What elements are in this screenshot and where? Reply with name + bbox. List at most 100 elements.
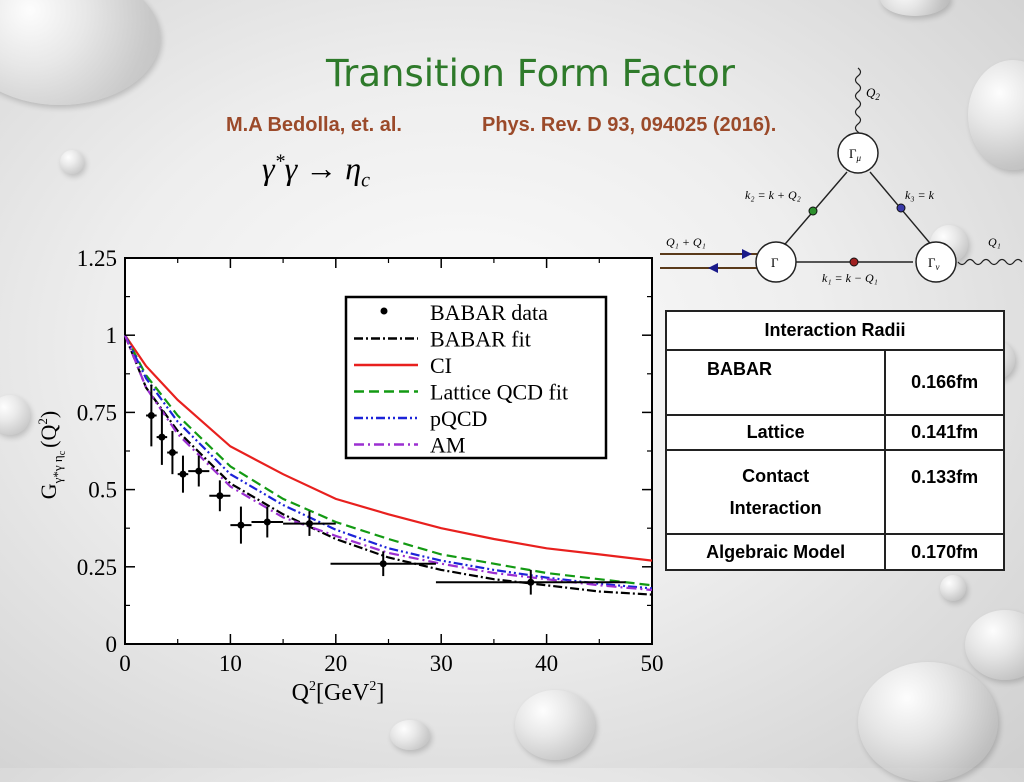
y-tick-label: 0.5 [88, 478, 117, 503]
row-value-babar: 0.166fm [884, 349, 1005, 416]
water-drop [965, 610, 1024, 680]
data-marker [216, 492, 224, 500]
x-tick-label: 0 [119, 651, 131, 676]
interaction-radii-table: Interaction Radii BABAR 0.166fm Lattice … [664, 310, 1005, 571]
legend-box [344, 295, 608, 460]
table-header: Interaction Radii [665, 310, 1005, 351]
babar-data-point [251, 506, 284, 538]
citation-author: M.A Bedolla, et. al. [226, 114, 402, 136]
label-gamma-mu: Γμ [849, 146, 862, 163]
label-gamma: Γ [771, 255, 779, 270]
reaction-sub: c [361, 169, 370, 192]
row-label-lattice: Lattice [664, 414, 887, 451]
legend-label: pQCD [430, 406, 487, 431]
x-tick-label: 50 [641, 651, 664, 676]
dot-green [808, 206, 818, 216]
data-marker [179, 470, 187, 478]
label-q1q2: Q₁ + Q₁ [666, 235, 706, 249]
legend-label: Lattice QCD fit [430, 380, 568, 405]
table-row: Algebraic Model 0.170fm [664, 533, 1005, 571]
ticks-group: 0 10 20 30 40 50 0 0.25 0.5 0.75 1 1.25 [77, 246, 664, 676]
row-value-am: 0.170fm [884, 533, 1005, 571]
dot-blue [896, 203, 906, 213]
data-marker [379, 560, 387, 568]
table-row: BABAR 0.166fm [664, 349, 1005, 416]
x-tick-label: 30 [430, 651, 453, 676]
babar-data-point [167, 430, 178, 475]
label-k1: k₁ = k − Q₁ [822, 271, 878, 285]
data-points-group [146, 384, 626, 595]
x-tick-label: 40 [535, 651, 558, 676]
y-tick-label: 0.75 [77, 400, 117, 425]
legend-label: CI [430, 353, 452, 378]
babar-data-point [156, 409, 168, 465]
data-marker [263, 518, 271, 526]
reaction-star: * [274, 150, 285, 173]
label-k2: k₂ = k + Q₂ [745, 188, 801, 202]
y-tick-label: 0 [106, 632, 118, 657]
y-axis-label: Gγ*γ ηc(Q2) [35, 411, 68, 499]
water-drop [940, 575, 966, 601]
legend-label: BABAR data [430, 300, 548, 325]
reaction-rest: γ → η [284, 150, 362, 186]
water-drop [515, 690, 595, 760]
photon-q1-line [957, 258, 1023, 266]
y-tick-label: 1 [106, 323, 118, 348]
series-am [123, 334, 653, 592]
arrow-left [708, 263, 718, 273]
legend-label: AM [430, 433, 465, 458]
data-marker [305, 520, 313, 528]
slide-title: Transition Form Factor [326, 52, 735, 95]
vertex-gamma [755, 241, 797, 283]
table-row: Lattice 0.141fm [664, 414, 1005, 451]
data-marker [527, 578, 535, 586]
row-value-contact: 0.133fm [884, 449, 1005, 535]
y-tick-label: 0.25 [77, 555, 117, 580]
citation-journal: Phys. Rev. D 93, 094025 (2016). [482, 114, 777, 136]
legend-label: BABAR fit [430, 327, 531, 352]
row-label-babar: BABAR [664, 349, 887, 416]
babar-data-point [435, 569, 626, 595]
water-drop [390, 720, 430, 750]
row-label-am: Algebraic Model [664, 533, 887, 571]
row-label-contact-text: Contact Interaction [729, 465, 822, 518]
series-babar-fit [123, 334, 653, 596]
vertex-gamma-nu [915, 241, 957, 283]
dot-red [849, 257, 859, 267]
series-ci [124, 334, 653, 562]
babar-data-point [146, 384, 157, 447]
legend-marker-babar-data [380, 307, 388, 315]
series-pqcd [124, 334, 653, 590]
row-label-contact: Contact Interaction [664, 449, 887, 535]
row-value-lattice: 0.141fm [884, 414, 1005, 451]
babar-data-point [209, 480, 231, 512]
label-gamma-nu: Γν [928, 255, 940, 272]
label-q2: Q2 [866, 85, 880, 102]
arrow-right [742, 249, 752, 259]
series-lattice-qcd-fit [124, 334, 653, 587]
reaction-formula: γ*γ → ηc [262, 150, 370, 192]
data-marker [195, 467, 203, 475]
x-tick-label: 10 [219, 651, 242, 676]
babar-data-point [188, 455, 210, 487]
data-marker [158, 433, 166, 441]
photon-q2-line [854, 67, 862, 141]
water-drop [880, 0, 950, 16]
data-marker [168, 449, 176, 457]
x-tick-label: 20 [324, 651, 347, 676]
babar-data-point [283, 511, 336, 536]
reaction-gamma: γ [262, 150, 275, 186]
label-k3: k₃ = k [905, 188, 935, 202]
water-drop [858, 662, 998, 782]
curves-group [123, 334, 653, 596]
x-axis-label: Q2[GeV2] [292, 679, 385, 706]
data-marker [237, 521, 245, 529]
vertex-gamma-mu [837, 132, 879, 174]
table-row: Contact Interaction 0.133fm [664, 449, 1005, 535]
label-q1: Q₁ [988, 235, 1001, 249]
data-marker [147, 411, 155, 419]
babar-data-point [230, 506, 252, 544]
